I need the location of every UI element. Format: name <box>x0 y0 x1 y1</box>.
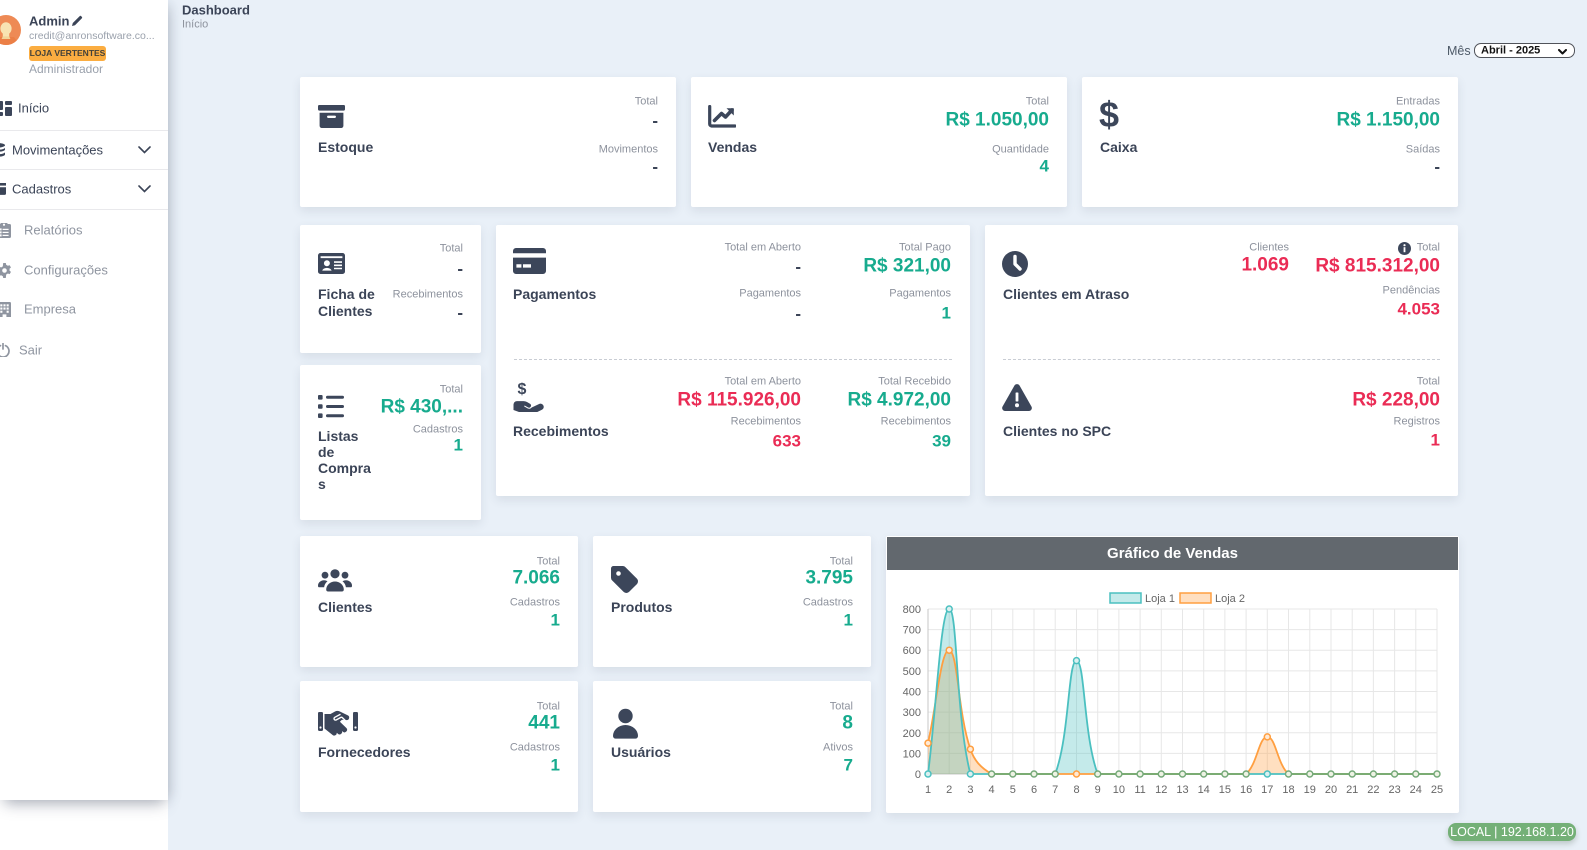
svg-text:15: 15 <box>1219 784 1231 796</box>
svg-text:14: 14 <box>1198 784 1210 796</box>
svg-text:21: 21 <box>1346 784 1358 796</box>
svg-text:24: 24 <box>1410 784 1422 796</box>
svg-text:18: 18 <box>1282 784 1294 796</box>
svg-text:400: 400 <box>903 687 921 699</box>
svg-text:9: 9 <box>1095 784 1101 796</box>
svg-text:13: 13 <box>1176 784 1188 796</box>
svg-text:$: $ <box>518 382 527 398</box>
svg-text:17: 17 <box>1261 784 1273 796</box>
svg-text:23: 23 <box>1388 784 1400 796</box>
svg-text:7: 7 <box>1052 784 1058 796</box>
svg-text:25: 25 <box>1431 784 1443 796</box>
svg-text:12: 12 <box>1155 784 1167 796</box>
svg-text:3: 3 <box>967 784 973 796</box>
svg-text:300: 300 <box>903 707 921 719</box>
svg-text:6: 6 <box>1031 784 1037 796</box>
svg-text:500: 500 <box>903 666 921 678</box>
svg-text:8: 8 <box>1073 784 1079 796</box>
svg-text:5: 5 <box>1010 784 1016 796</box>
svg-text:10: 10 <box>1113 784 1125 796</box>
svg-text:16: 16 <box>1240 784 1252 796</box>
svg-text:200: 200 <box>903 728 921 740</box>
svg-text:100: 100 <box>903 748 921 760</box>
svg-text:0: 0 <box>915 769 921 781</box>
svg-text:4: 4 <box>989 784 995 796</box>
svg-text:800: 800 <box>903 604 921 616</box>
svg-text:700: 700 <box>903 625 921 637</box>
svg-text:19: 19 <box>1304 784 1316 796</box>
svg-text:22: 22 <box>1367 784 1379 796</box>
svg-text:2: 2 <box>946 784 952 796</box>
svg-text:600: 600 <box>903 645 921 657</box>
svg-text:Loja 1: Loja 1 <box>1145 593 1175 605</box>
svg-text:Loja 2: Loja 2 <box>1215 593 1245 605</box>
svg-text:11: 11 <box>1134 784 1145 796</box>
svg-text:1: 1 <box>925 784 931 796</box>
svg-text:20: 20 <box>1325 784 1337 796</box>
